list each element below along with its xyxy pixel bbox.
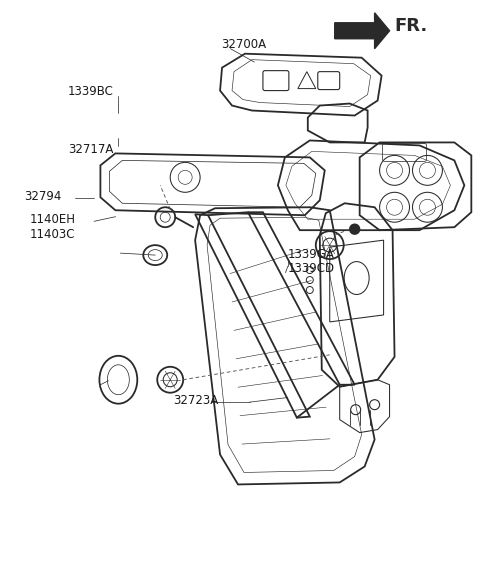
Text: 1339GA: 1339GA: [288, 248, 335, 261]
Polygon shape: [335, 13, 390, 49]
Text: 11403C: 11403C: [29, 228, 75, 240]
Text: 32794: 32794: [24, 190, 62, 203]
Circle shape: [350, 224, 360, 234]
Text: 1339BC: 1339BC: [68, 85, 114, 98]
Text: 32717A: 32717A: [68, 143, 113, 156]
Text: 32700A: 32700A: [221, 38, 266, 51]
Text: 32723A: 32723A: [173, 394, 218, 407]
Text: FR.: FR.: [395, 17, 428, 35]
Text: 1140EH: 1140EH: [29, 213, 75, 226]
Text: 1339CD: 1339CD: [288, 261, 335, 274]
